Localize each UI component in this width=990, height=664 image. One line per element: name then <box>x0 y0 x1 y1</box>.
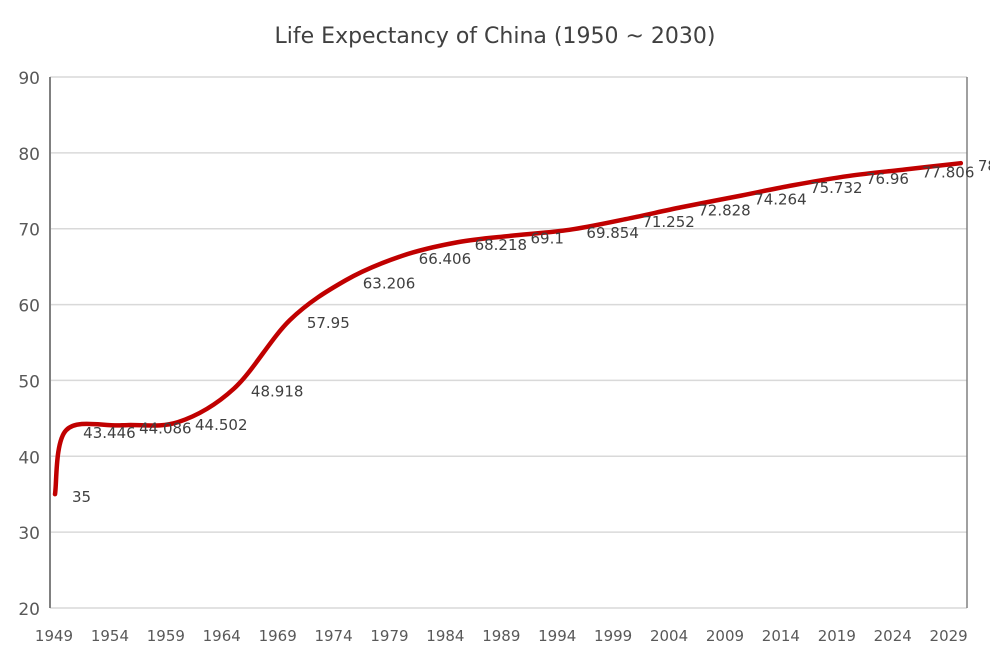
y-tick-label: 80 <box>18 145 40 165</box>
x-tick-label: 1984 <box>426 627 464 645</box>
data-label: 69.1 <box>531 230 564 248</box>
data-label: 66.406 <box>419 250 472 268</box>
data-label: 74.264 <box>754 190 807 208</box>
x-tick-label: 2009 <box>706 627 744 645</box>
y-tick-label: 40 <box>18 448 40 468</box>
x-tick-label: 1959 <box>147 627 185 645</box>
data-label: 44.086 <box>139 419 192 437</box>
x-tick-label: 1979 <box>370 627 408 645</box>
data-label: 63.206 <box>363 274 416 292</box>
y-tick-label: 90 <box>18 69 40 89</box>
y-tick-label: 30 <box>18 524 40 544</box>
x-tick-label: 2019 <box>818 627 856 645</box>
data-label: 57.95 <box>307 314 350 332</box>
data-label: 75.732 <box>810 179 863 197</box>
y-tick-label: 70 <box>18 221 40 241</box>
y-tick-label: 20 <box>18 600 40 620</box>
data-label: 44.502 <box>195 416 248 434</box>
x-tick-label: 1949 <box>35 627 73 645</box>
x-tick-label: 1999 <box>594 627 632 645</box>
y-tick-label: 50 <box>18 372 40 392</box>
y-tick-label: 60 <box>18 297 40 317</box>
data-label: 77.806 <box>922 164 975 182</box>
x-tick-label: 2004 <box>650 627 688 645</box>
x-tick-label: 1964 <box>203 627 241 645</box>
data-label: 76.96 <box>866 170 909 188</box>
data-label: 35 <box>72 488 91 506</box>
data-label: 68.218 <box>475 236 527 254</box>
x-tick-label: 1994 <box>538 627 576 645</box>
data-label: 48.918 <box>251 383 303 401</box>
chart-title: Life Expectancy of China (1950 ~ 2030) <box>275 24 716 49</box>
data-label: 69.854 <box>586 224 639 242</box>
data-label: 71.252 <box>642 213 695 231</box>
x-tick-label: 2014 <box>762 627 800 645</box>
data-label: 72.828 <box>698 201 751 219</box>
data-label: 43.446 <box>83 424 135 442</box>
x-tick-label: 2024 <box>874 627 912 645</box>
data-label: 78.638 <box>978 157 990 175</box>
x-tick-label: 1969 <box>259 627 297 645</box>
x-tick-label: 1989 <box>482 627 520 645</box>
x-tick-label: 1954 <box>91 627 129 645</box>
x-tick-label: 1974 <box>314 627 352 645</box>
series-line <box>55 163 961 494</box>
x-tick-label: 2029 <box>930 627 968 645</box>
